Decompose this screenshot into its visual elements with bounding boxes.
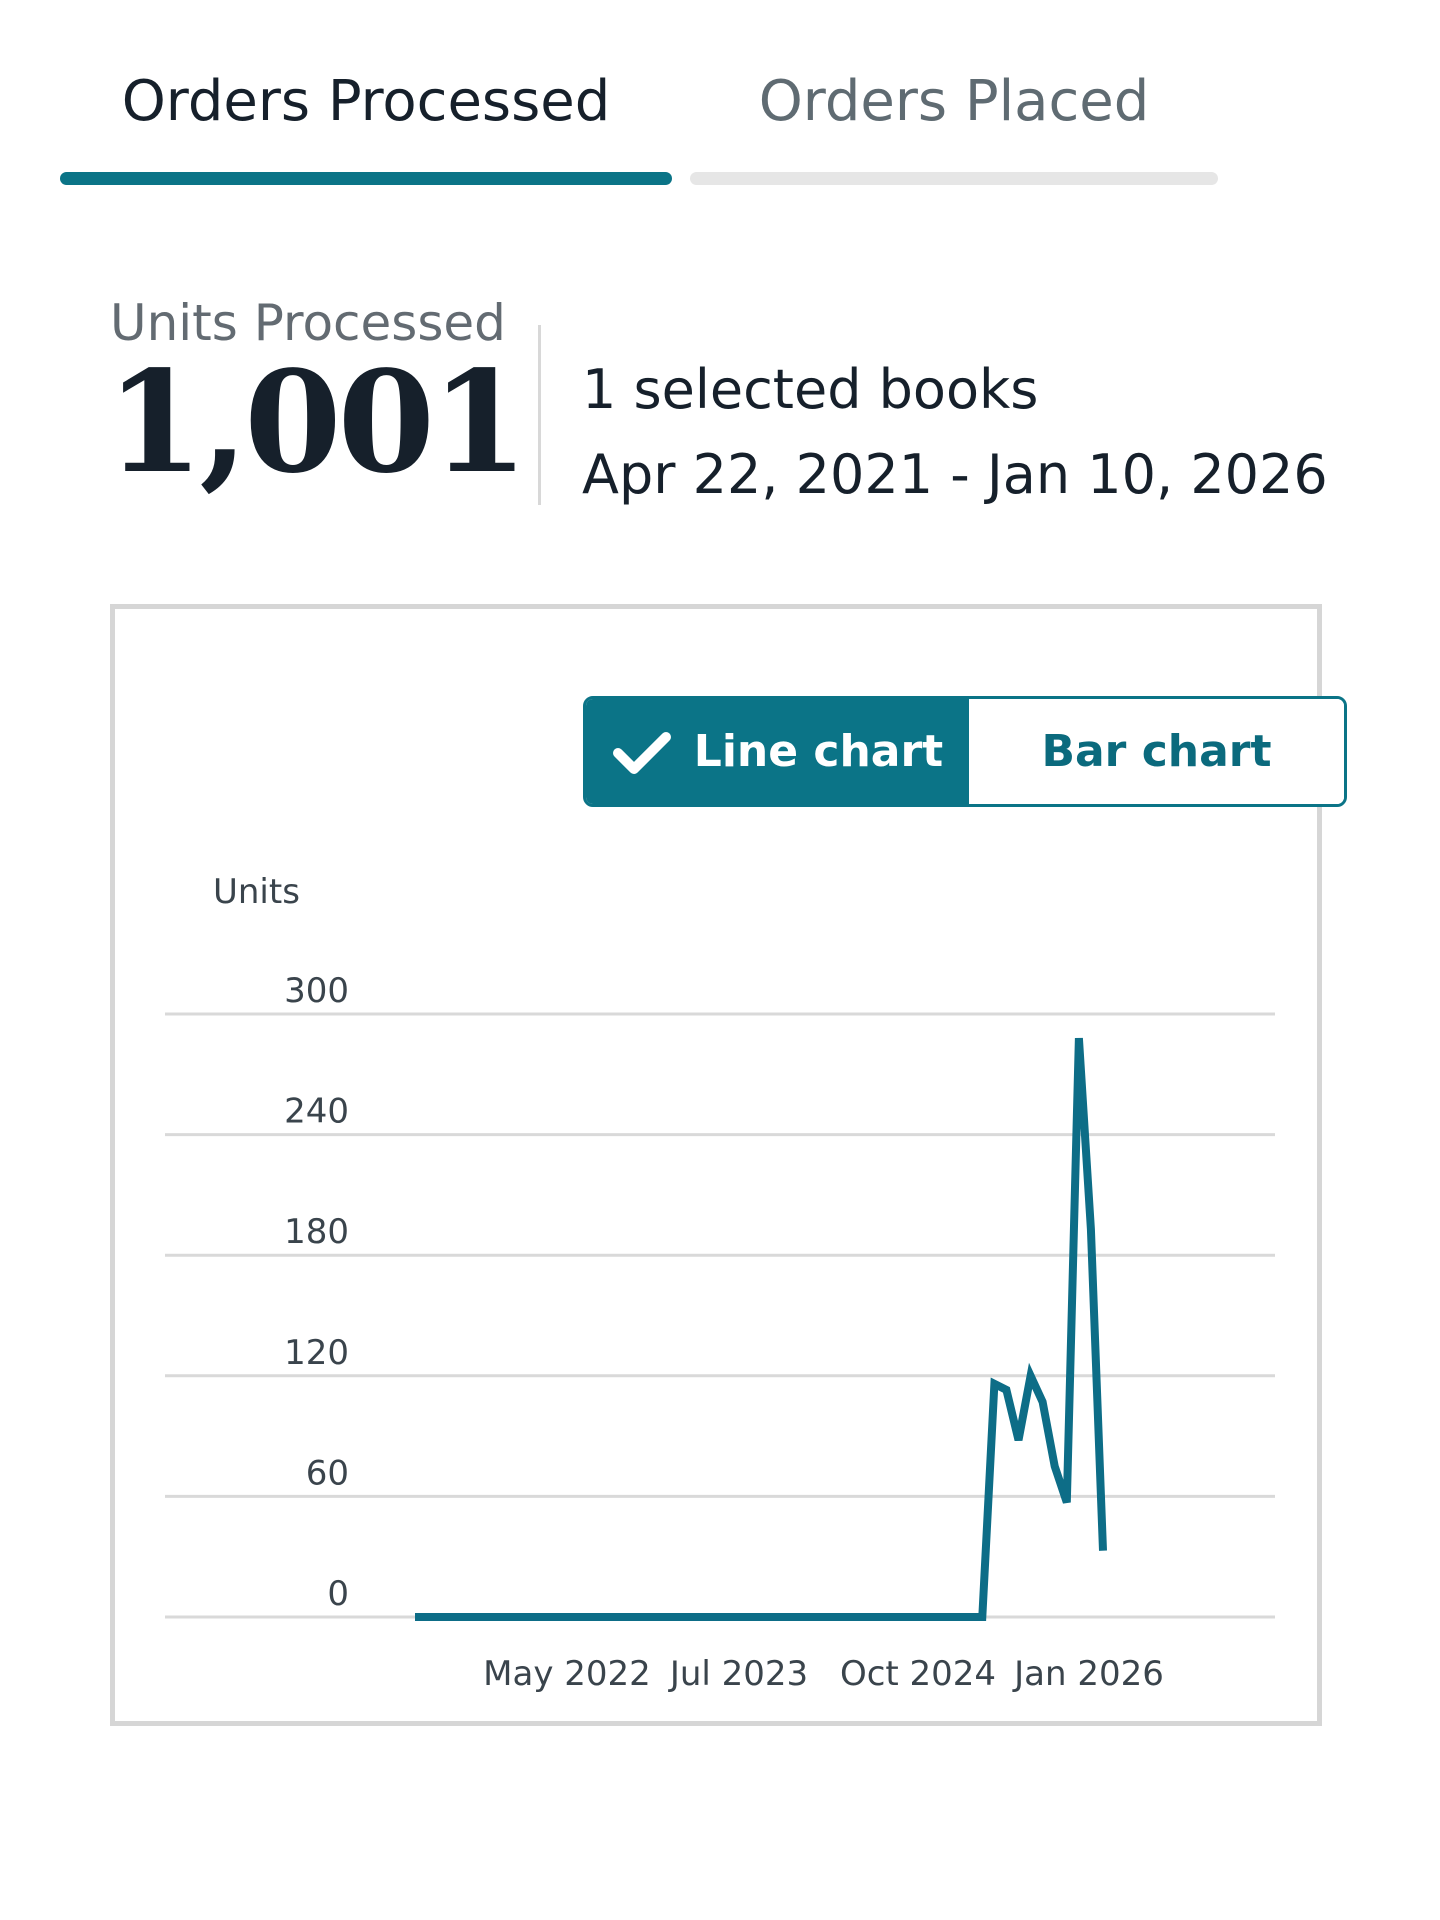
checkmark-icon xyxy=(612,731,671,774)
y-axis-label: Units xyxy=(213,872,300,912)
x-tick-label: Oct 2024 xyxy=(840,1654,996,1694)
bar-chart-label: Bar chart xyxy=(1041,726,1272,777)
tab-active-indicator xyxy=(60,172,672,185)
x-tick-label: Jan 2026 xyxy=(1012,1654,1164,1694)
date-range-text: Apr 22, 2021 - Jan 10, 2026 xyxy=(582,443,1328,506)
line-chart-label: Line chart xyxy=(693,726,944,777)
chart-card: Units 300 240 180 120 60 0 May 2022 Jul 2023 Oct … xyxy=(110,604,1347,1726)
y-tick-label: 300 xyxy=(284,971,349,1011)
y-tick-label: 60 xyxy=(306,1453,349,1493)
y-tick-label: 120 xyxy=(284,1333,349,1373)
series-line xyxy=(415,1037,1107,1621)
y-tick-label: 0 xyxy=(327,1574,349,1614)
line-chart: Units 300 240 180 120 60 0 May 2022 Jul 2023 Oct … xyxy=(165,872,1275,1694)
selected-books-text: 1 selected books xyxy=(582,358,1039,421)
summary-divider xyxy=(538,325,541,505)
tab-inactive-indicator xyxy=(690,172,1218,185)
y-tick-label: 180 xyxy=(284,1212,349,1252)
line-chart-button[interactable]: Line chart xyxy=(586,699,969,804)
units-processed-label: Units Processed xyxy=(110,294,506,352)
x-tick-label: Jul 2023 xyxy=(668,1654,808,1694)
chart-type-toggle: Line chart Bar chart xyxy=(583,696,1347,807)
tab-orders-processed[interactable]: Orders Processed xyxy=(121,69,611,134)
units-processed-value: 1,001 xyxy=(106,341,528,505)
y-tick-label: 240 xyxy=(284,1092,349,1132)
x-tick-label: May 2022 xyxy=(483,1654,651,1694)
bar-chart-button[interactable]: Bar chart xyxy=(969,699,1344,804)
tab-orders-placed[interactable]: Orders Placed xyxy=(758,69,1150,134)
